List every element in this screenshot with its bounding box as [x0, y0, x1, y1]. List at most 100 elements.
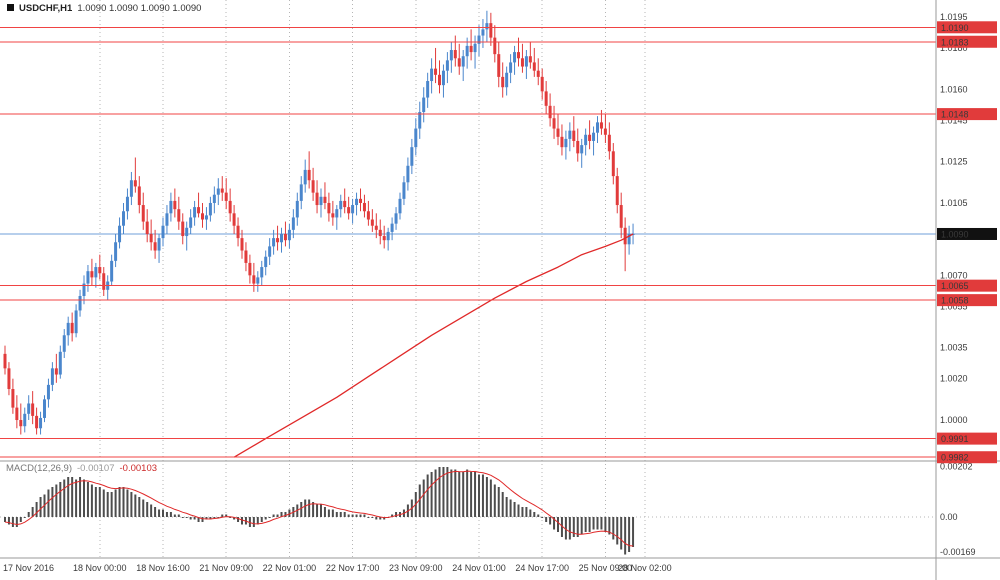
macd-bar [130, 492, 133, 517]
macd-bar [624, 517, 627, 555]
candle [272, 238, 276, 247]
macd-bar [39, 497, 42, 517]
macd-bar [300, 502, 303, 517]
macd-bar [600, 517, 603, 530]
candle [244, 250, 248, 263]
macd-bar [632, 517, 635, 547]
x-axis-label: 25 Nov 09:00 [579, 563, 633, 573]
macd-bar [588, 517, 591, 532]
macd-bar [47, 489, 50, 517]
candle [627, 233, 631, 245]
candle [118, 225, 122, 243]
macd-bar [316, 504, 319, 517]
candle [169, 200, 173, 214]
macd-bar [596, 517, 599, 530]
candle [430, 68, 434, 82]
macd-bar [106, 492, 109, 517]
candle [208, 202, 212, 216]
candle [489, 23, 493, 38]
macd-bar [138, 497, 141, 517]
macd-bar [158, 509, 161, 517]
x-axis-label: 21 Nov 09:00 [199, 563, 253, 573]
x-axis-label: 24 Nov 01:00 [452, 563, 506, 573]
candle [181, 221, 185, 237]
macd-bar [620, 517, 623, 550]
candle [276, 238, 280, 243]
macd-indicator-label: MACD(12,26,9) -0.00107 -0.00103 [6, 463, 157, 474]
macd-bar [118, 487, 121, 517]
macd-bar [59, 482, 62, 517]
macd-bar [462, 472, 465, 517]
macd-bar [237, 517, 240, 522]
candle [362, 202, 366, 212]
candles-layer [3, 10, 635, 435]
macd-bar [27, 512, 30, 517]
macd-bar [549, 517, 552, 525]
x-axis-label: 23 Nov 09:00 [389, 563, 443, 573]
candle [224, 192, 228, 201]
macd-bar [327, 509, 330, 517]
candle [505, 72, 509, 88]
macd-bar [19, 517, 22, 522]
candle [74, 310, 78, 334]
candle [493, 37, 497, 55]
price-tick-label: 1.0145 [940, 115, 968, 125]
candle [58, 351, 62, 375]
macd-bar [320, 504, 322, 517]
price-level-badge-text: 0.9982 [941, 453, 969, 463]
macd-bar [288, 509, 291, 517]
macd-bar [478, 474, 480, 517]
candle [102, 273, 106, 290]
macd-bar [75, 479, 78, 517]
macd-bar [489, 479, 492, 517]
candle [588, 134, 592, 141]
macd-bar [67, 477, 70, 517]
candle [327, 202, 331, 214]
macd-bar [438, 467, 441, 517]
macd-bar [604, 517, 607, 532]
x-axis-label: 22 Nov 01:00 [263, 563, 317, 573]
candle [197, 207, 201, 214]
macd-bar [197, 517, 200, 522]
candle [461, 56, 465, 67]
macd-bar [363, 514, 366, 517]
x-axis-label: 18 Nov 16:00 [136, 563, 190, 573]
candle [335, 209, 339, 218]
macd-bar [446, 467, 449, 517]
macd-bar [470, 472, 473, 517]
macd-bar [509, 499, 512, 517]
macd-tick-label: 0.00 [940, 512, 958, 522]
candle [303, 169, 307, 185]
macd-main-value: -0.00107 [77, 463, 115, 474]
candle [248, 262, 252, 276]
candle [114, 242, 118, 261]
candle [50, 368, 54, 385]
macd-bar [264, 517, 267, 520]
candle [386, 231, 390, 241]
candle [477, 35, 481, 44]
macd-bar [241, 517, 243, 525]
macd-bar [280, 512, 283, 517]
candle [220, 188, 224, 193]
candle [544, 91, 548, 106]
candle [501, 76, 505, 88]
macd-bar [229, 517, 232, 518]
candle [193, 207, 197, 218]
macd-bar [83, 479, 85, 517]
candle [98, 267, 102, 274]
macd-tick-label: 0.00202 [940, 462, 973, 472]
grid-layer [0, 0, 936, 558]
candle [603, 128, 607, 135]
price-level-badge [937, 432, 997, 445]
x-axis-label: 22 Nov 17:00 [326, 563, 380, 573]
candle [374, 225, 378, 230]
candle [299, 184, 303, 201]
candle [141, 205, 145, 222]
price-level-badge [937, 279, 997, 292]
candle [580, 145, 584, 154]
macd-bar [185, 517, 188, 518]
chart-symbol-icon [5, 4, 14, 13]
candle [343, 200, 347, 208]
moving-average-line [233, 233, 634, 458]
